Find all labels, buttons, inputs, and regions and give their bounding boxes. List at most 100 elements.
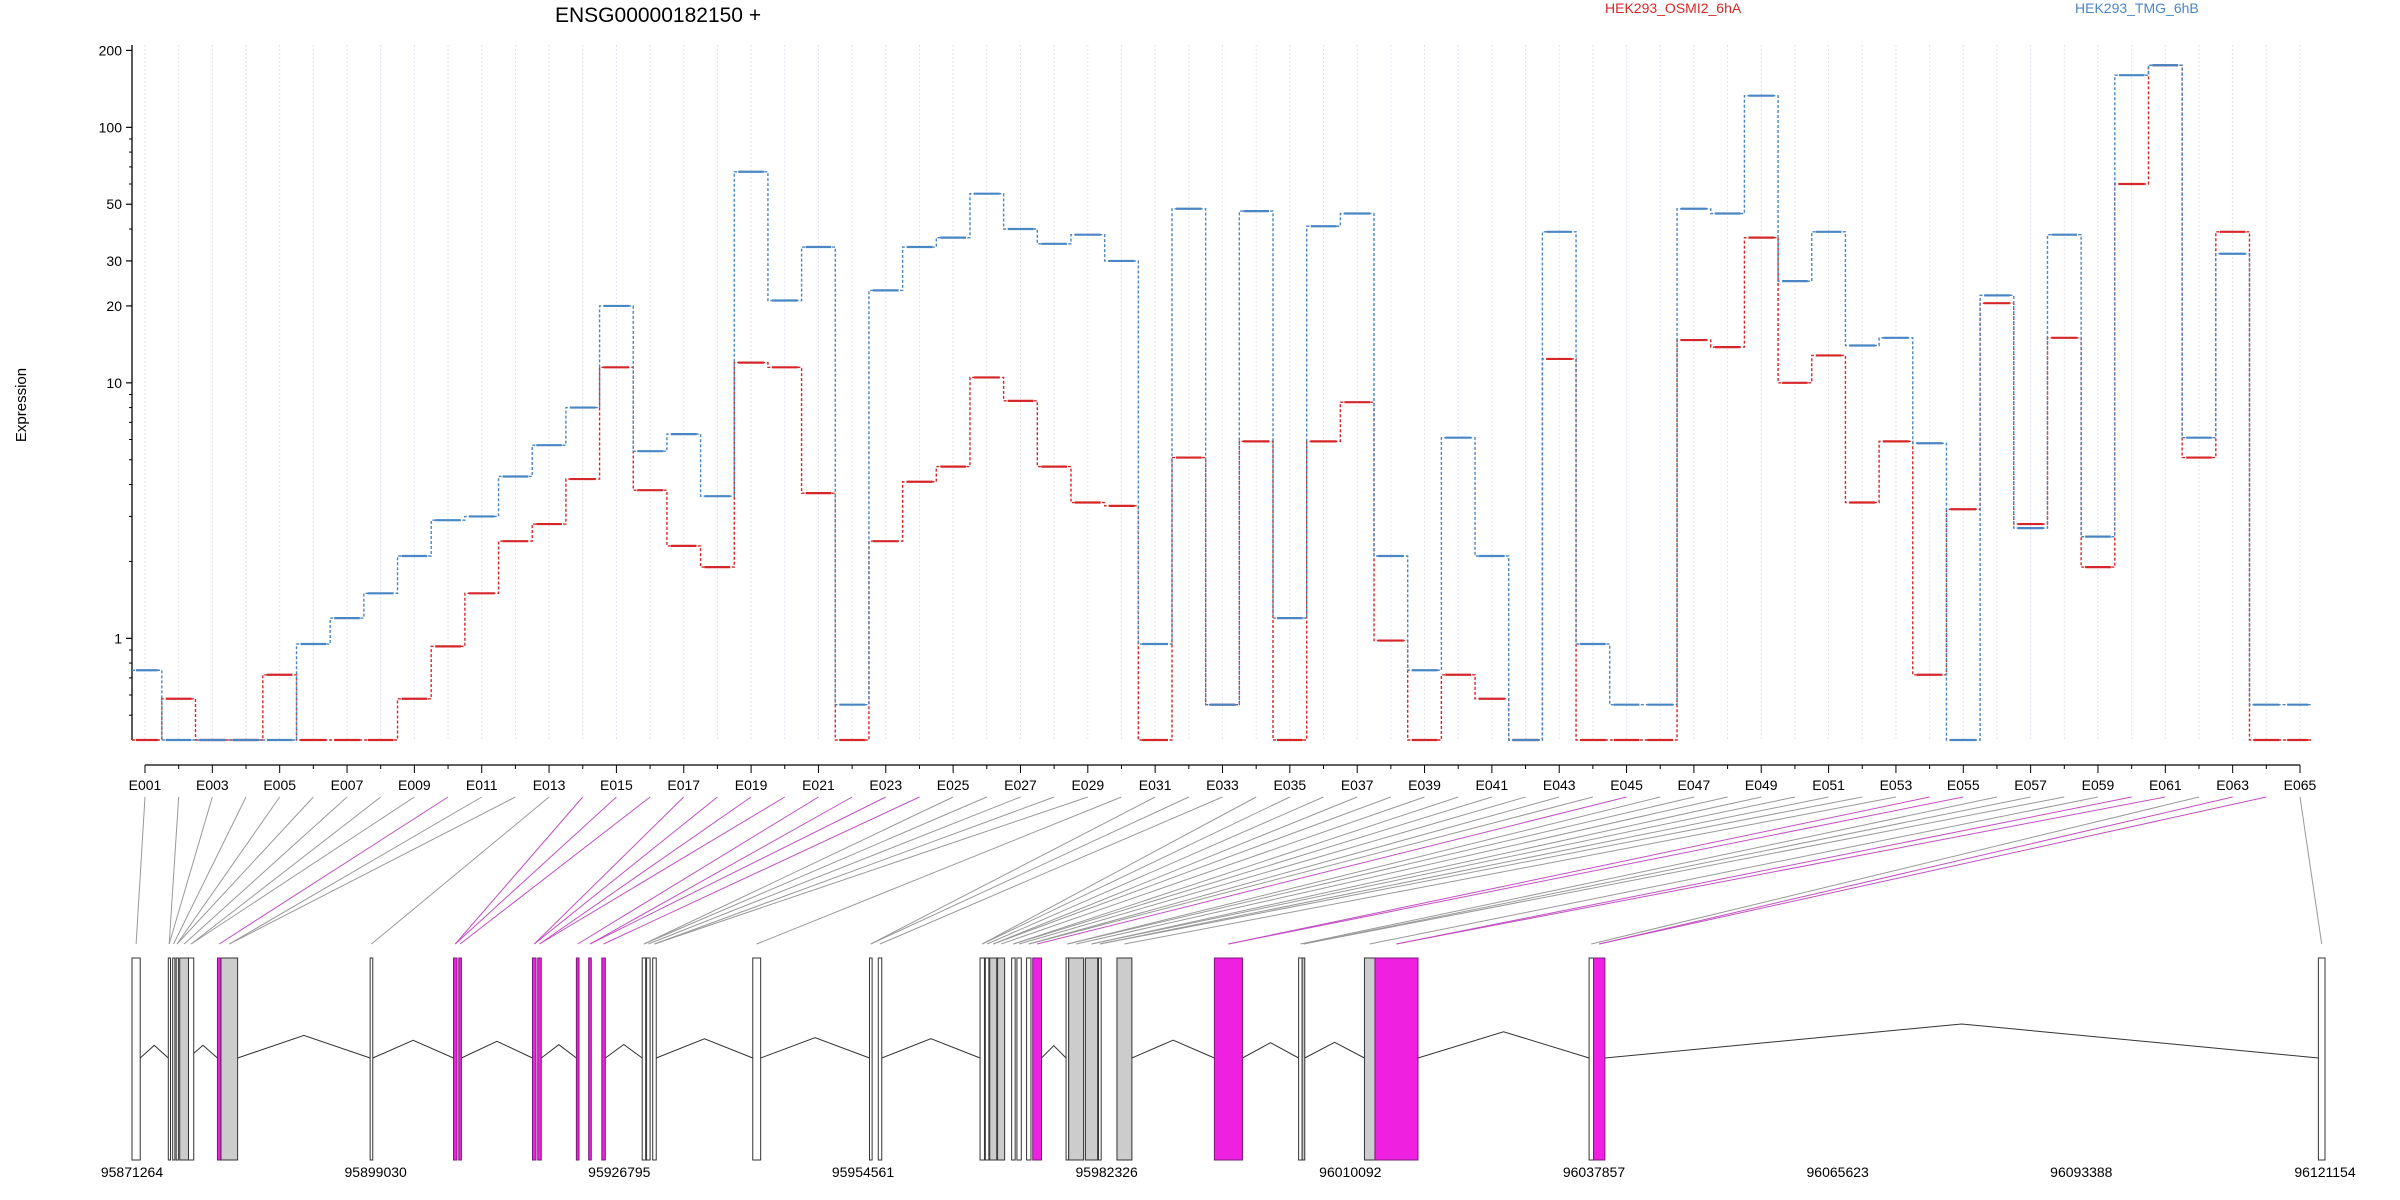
genomic-tick-label: 96065623 [1807, 1164, 1870, 1180]
exon-connector [229, 796, 516, 945]
y-axis: 1 10 20 30 50 100 200 [99, 42, 133, 740]
genomic-tick-label: 95982326 [1076, 1164, 1139, 1180]
exon-connector [183, 796, 348, 945]
x-tick-label: E031 [1139, 777, 1172, 793]
intron [760, 1037, 870, 1059]
x-tick-label: E013 [533, 777, 566, 793]
exon-connector [1000, 796, 1425, 945]
exon-connector [229, 796, 482, 945]
exon [877, 957, 883, 1161]
vertical-gridlines [144, 45, 2301, 740]
x-tick-label: E033 [1206, 777, 1239, 793]
x-tick-label: E039 [1408, 777, 1441, 793]
exon [1011, 957, 1016, 1161]
exon [1588, 957, 1594, 1161]
exon [1032, 957, 1042, 1161]
exon [2317, 957, 2326, 1161]
exon-connector [539, 796, 786, 945]
intron [1417, 1031, 1590, 1059]
exon-connector [1013, 796, 1493, 945]
exon [1363, 957, 1376, 1161]
exon-connector [1067, 796, 1661, 945]
x-tick-label: E041 [1476, 777, 1509, 793]
exon-connector [1228, 796, 1964, 945]
exon [1213, 957, 1243, 1161]
exon-connector [870, 796, 1190, 945]
intron [1304, 1041, 1365, 1059]
y-tick-label: 30 [106, 253, 122, 269]
chart-title: ENSG00000182150 + [555, 4, 761, 27]
exon-connector [1300, 796, 1998, 945]
exon-connector [190, 796, 382, 945]
exon [453, 957, 458, 1161]
exon-connector [533, 796, 718, 945]
exon-connector [1599, 796, 2233, 945]
exon-connector [176, 796, 314, 945]
exon [1592, 957, 1606, 1161]
exon-connector [1091, 796, 1762, 945]
intron [372, 1039, 454, 1059]
exon [167, 957, 171, 1161]
x-tick-label: E005 [263, 777, 296, 793]
series-2 [132, 64, 2312, 742]
series-line [132, 64, 2312, 741]
x-tick-label: E011 [466, 777, 498, 793]
x-tick-label: E063 [2216, 777, 2249, 793]
exon-connector [168, 796, 180, 945]
exon-connector [454, 796, 584, 945]
exon-connector [1591, 796, 2200, 945]
exon-connector [533, 796, 685, 945]
exon-connector [982, 796, 1257, 945]
exon [220, 957, 239, 1161]
exon [1298, 957, 1303, 1161]
x-tick-label: E049 [1745, 777, 1778, 793]
exon-connector [1013, 796, 1459, 945]
exon [369, 957, 374, 1161]
exon [752, 957, 762, 1161]
exon [1016, 957, 1022, 1161]
exon [179, 957, 189, 1161]
genomic-tick-label: 96037857 [1563, 1164, 1626, 1180]
intron [1041, 1044, 1067, 1059]
exon-track [131, 957, 2326, 1161]
exon-connector [1303, 796, 2065, 945]
y-tick-label: 50 [106, 196, 122, 212]
exon-connector [539, 796, 752, 945]
exon-connector [1028, 796, 1560, 945]
x-tick-label: E001 [129, 777, 162, 793]
x-tick-label: E061 [2149, 777, 2182, 793]
intron [1131, 1039, 1215, 1059]
exon [575, 957, 580, 1161]
exon-connector [1099, 796, 1829, 945]
exon-connector [1076, 796, 1728, 945]
x-tick-label: E023 [869, 777, 902, 793]
exon-connector [879, 796, 1223, 945]
exon-connector [643, 796, 987, 945]
exon-connector [1228, 796, 1930, 945]
intron [881, 1038, 981, 1059]
exon-connector [1091, 796, 1796, 945]
legend-series-1: HEK293_OSMI2_6hA [1605, 0, 1742, 16]
genomic-tick-label: 95954561 [832, 1164, 895, 1180]
exon-connector [2299, 796, 2323, 945]
y-tick-label: 10 [106, 375, 122, 391]
genomic-tick-label: 95926795 [588, 1164, 651, 1180]
exon [172, 957, 176, 1161]
exon-connector [135, 796, 146, 945]
exon-connector [459, 796, 651, 945]
exon-connector [1018, 796, 1526, 945]
genomic-tick-label: 96010092 [1319, 1164, 1382, 1180]
exon-connector [1028, 796, 1594, 945]
exon [537, 957, 542, 1161]
x-tick-label: E053 [1880, 777, 1913, 793]
y-tick-label: 20 [106, 298, 122, 314]
x-tick-label: E051 [1812, 777, 1845, 793]
genomic-tick-label: 95899030 [345, 1164, 408, 1180]
intron [605, 1043, 643, 1059]
exon-connector [1124, 796, 1897, 945]
x-tick-label: E045 [1610, 777, 1643, 793]
x-tick-label: E065 [2284, 777, 2317, 793]
exon [1374, 957, 1419, 1161]
exon-connector [1396, 796, 2166, 945]
